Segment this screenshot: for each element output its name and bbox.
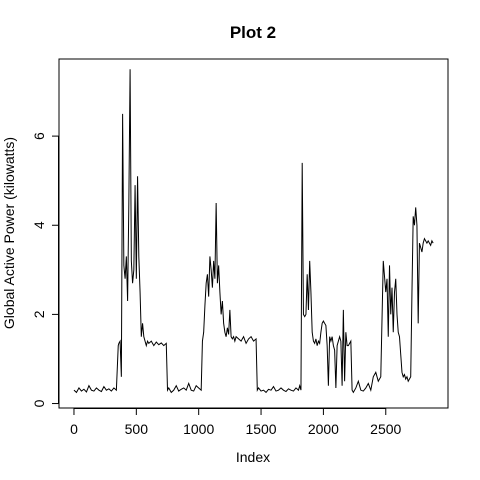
x-tick-label: 0: [70, 421, 78, 437]
y-axis-label: Global Active Power (kilowatts): [1, 137, 17, 329]
y-axis: 0 2 4 6: [31, 132, 59, 407]
x-axis-label: Index: [236, 449, 270, 465]
y-tick-label: 6: [31, 132, 47, 140]
x-tick-label: 2500: [370, 421, 401, 437]
x-tick-label: 2000: [308, 421, 339, 437]
x-axis: 0 500 1000 1500 2000 2500: [70, 408, 402, 437]
x-tick-label: 1000: [183, 421, 214, 437]
y-tick-label: 0: [31, 399, 47, 407]
y-tick-label: 2: [31, 310, 47, 318]
y-tick-label: 4: [31, 221, 47, 229]
chart-title: Plot 2: [230, 23, 276, 42]
series-line: [73, 69, 434, 394]
x-tick-label: 1500: [245, 421, 276, 437]
x-tick-label: 500: [125, 421, 149, 437]
